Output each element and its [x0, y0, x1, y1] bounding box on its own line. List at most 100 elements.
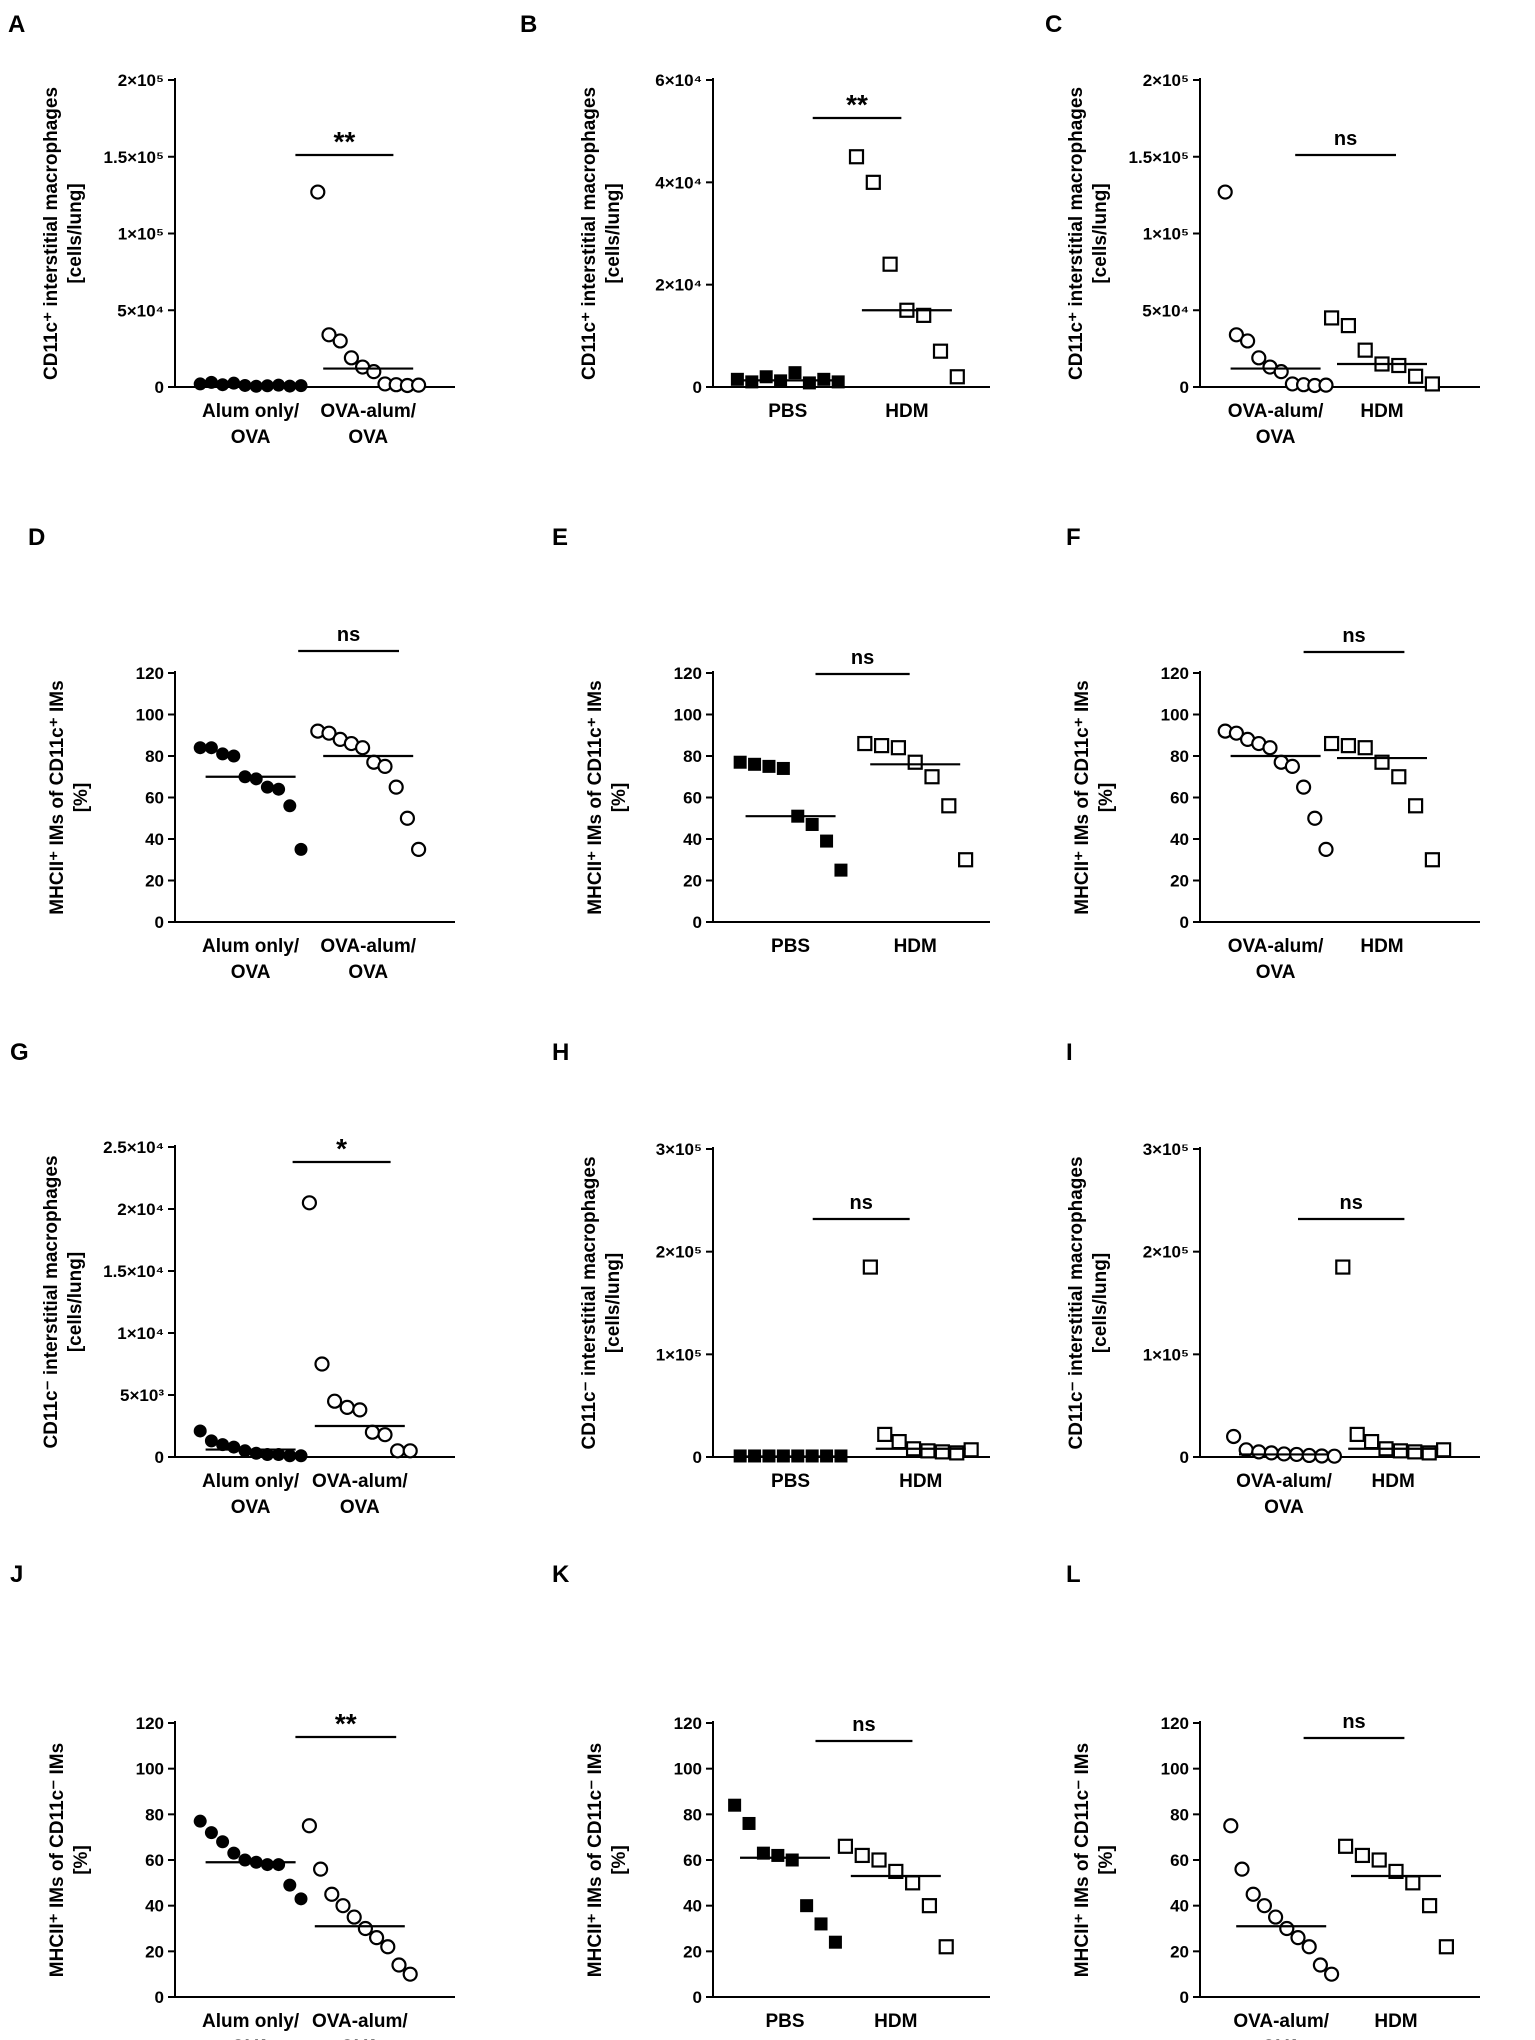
- data-point-l: [1421, 1898, 1438, 1914]
- panel-label-g: G: [10, 1039, 29, 1066]
- data-point-b: [916, 307, 932, 323]
- y-tick-label-g: 0: [155, 1448, 164, 1467]
- data-point-c: [1239, 333, 1256, 349]
- data-point-g: [227, 1440, 241, 1454]
- y-tick-label-e: 20: [683, 872, 702, 891]
- data-point-j: [335, 1898, 351, 1914]
- category-label-g: OVA: [231, 1497, 271, 1518]
- data-point-d: [193, 741, 207, 755]
- y-tick-label-h: 1×10⁵: [656, 1345, 702, 1364]
- data-point-l: [1245, 1886, 1261, 1902]
- data-point-k: [837, 1838, 854, 1854]
- data-point-a: [294, 379, 308, 393]
- data-point-g: [352, 1402, 368, 1418]
- y-axis-title-line: MHCII⁺ IMs of CD11c⁻ IMs: [1072, 1743, 1093, 1977]
- data-point-e: [924, 769, 940, 785]
- data-point-g: [238, 1444, 252, 1458]
- y-axis-title-line: MHCII⁺ IMs of CD11c⁻ IMs: [47, 1743, 68, 1977]
- category-label-h: PBS: [771, 1471, 810, 1492]
- data-point-g: [260, 1448, 274, 1462]
- data-point-i: [1335, 1259, 1351, 1275]
- y-tick-label-d: 0: [155, 913, 164, 932]
- data-point-g: [294, 1449, 308, 1463]
- data-point-l: [1323, 1966, 1340, 1982]
- significance-label-c: ns: [1334, 128, 1357, 150]
- data-point-l: [1371, 1852, 1387, 1868]
- data-point-k: [854, 1847, 870, 1864]
- y-axis-title-line: [cells/lung]: [1090, 183, 1111, 283]
- data-point-g: [390, 1443, 406, 1459]
- y-tick-label-k: 60: [683, 1851, 702, 1870]
- y-tick-label-g: 5×10³: [120, 1386, 164, 1405]
- category-label-a: OVA-alum/: [320, 401, 416, 422]
- y-tick-label-c: 1.5×10⁵: [1129, 148, 1189, 167]
- panel-label-c: C: [1045, 11, 1062, 38]
- panel-label-l: L: [1066, 1561, 1081, 1588]
- data-point-j: [204, 1826, 218, 1840]
- y-tick-label-e: 60: [683, 789, 702, 808]
- data-point-f: [1307, 810, 1323, 826]
- category-label-d: OVA: [231, 962, 271, 983]
- data-point-e: [762, 759, 776, 773]
- data-point-j: [238, 1853, 252, 1867]
- data-point-j: [283, 1878, 297, 1892]
- data-point-l: [1234, 1861, 1250, 1877]
- data-point-f: [1340, 738, 1357, 754]
- y-tick-label-l: 60: [1170, 1851, 1189, 1870]
- y-axis-title-line: [cells/lung]: [65, 183, 86, 283]
- data-point-l: [1279, 1920, 1295, 1937]
- data-point-j: [216, 1835, 230, 1849]
- data-point-l: [1312, 1957, 1329, 1973]
- data-point-c: [1273, 364, 1289, 380]
- y-tick-label-a: 5×10⁴: [117, 301, 164, 320]
- data-point-e: [907, 754, 923, 770]
- y-tick-label-e: 120: [674, 664, 702, 683]
- data-point-h: [920, 1443, 936, 1459]
- y-axis-title-line: [cells/lung]: [65, 1252, 86, 1352]
- data-point-k: [728, 1798, 742, 1812]
- y-tick-label-l: 120: [1161, 1714, 1189, 1733]
- data-point-d: [294, 842, 308, 856]
- data-point-b: [848, 149, 865, 165]
- data-point-a: [343, 350, 359, 366]
- y-tick-label-b: 4×10⁴: [655, 173, 702, 192]
- data-point-h: [877, 1426, 893, 1443]
- category-label-k: PBS: [765, 2011, 804, 2032]
- category-label-e: PBS: [771, 936, 810, 957]
- panel-label-b: B: [520, 11, 537, 38]
- y-tick-label-d: 40: [145, 830, 164, 849]
- data-point-c: [1424, 376, 1441, 392]
- category-label-l: OVA: [1261, 2037, 1301, 2040]
- y-tick-label-h: 0: [693, 1448, 702, 1467]
- y-axis-title-line: MHCII⁺ IMs of CD11c⁺ IMs: [47, 680, 68, 914]
- data-point-c: [1340, 318, 1357, 334]
- y-tick-label-b: 2×10⁴: [655, 276, 702, 295]
- y-axis-title-line: CD11c⁻ interstitial macrophages: [41, 1155, 62, 1448]
- y-tick-label-c: 1×10⁵: [1143, 225, 1189, 244]
- category-label-j: OVA-alum/: [312, 2011, 408, 2032]
- y-axis-title-k: MHCII⁺ IMs of CD11c⁻ IMs [%]: [585, 1743, 630, 1977]
- y-axis-title-j: MHCII⁺ IMs of CD11c⁻ IMs [%]: [47, 1743, 92, 1977]
- data-point-c: [1228, 327, 1245, 343]
- significance-label-d: ns: [337, 624, 360, 646]
- data-point-l: [1337, 1838, 1354, 1854]
- data-point-j: [260, 1858, 274, 1872]
- data-point-l: [1290, 1930, 1306, 1946]
- y-tick-label-f: 60: [1170, 789, 1189, 808]
- category-label-f: HDM: [1360, 936, 1403, 957]
- data-point-i: [1407, 1444, 1423, 1460]
- data-point-i: [1363, 1433, 1380, 1450]
- data-point-h: [934, 1444, 950, 1460]
- y-tick-label-e: 0: [693, 913, 702, 932]
- y-tick-label-l: 80: [1170, 1805, 1189, 1824]
- data-point-d: [411, 841, 427, 857]
- y-axis-title-line: CD11c⁺ interstitial macrophages: [1066, 87, 1087, 380]
- y-axis-title-i: CD11c⁻ interstitial macrophages [cells/lu…: [1066, 1156, 1111, 1449]
- y-tick-label-i: 3×10⁵: [1143, 1140, 1189, 1159]
- y-axis-title-e: MHCII⁺ IMs of CD11c⁺ IMs [%]: [585, 680, 630, 914]
- data-point-j: [301, 1818, 317, 1834]
- data-point-b: [802, 376, 816, 390]
- data-point-h: [963, 1442, 979, 1458]
- data-point-d: [227, 749, 241, 763]
